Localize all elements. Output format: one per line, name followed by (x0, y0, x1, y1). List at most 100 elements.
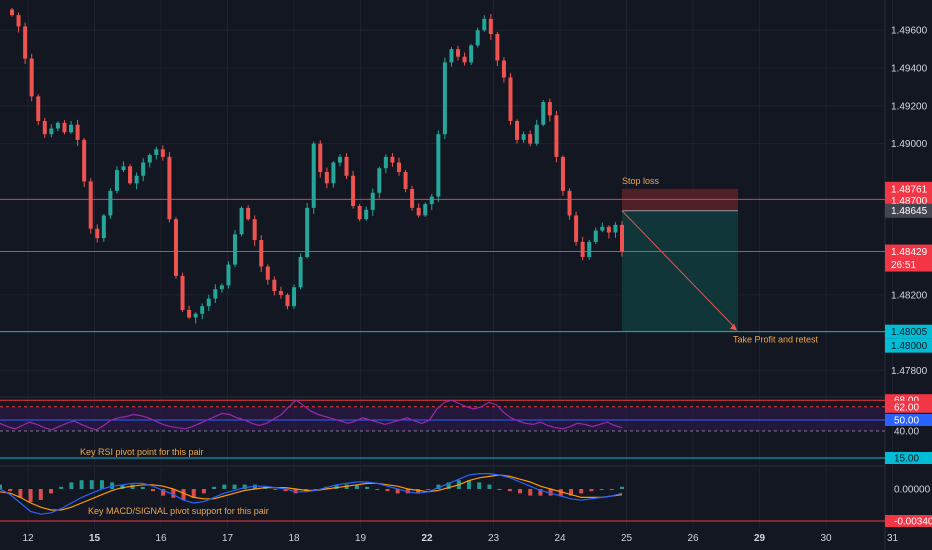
macd-histogram-bar (242, 484, 247, 489)
candle (128, 164, 133, 185)
rsi-level-text: 62.00 (894, 402, 919, 413)
price-tag: 1.48645 (885, 203, 932, 218)
macd-histogram-bar (548, 489, 553, 496)
rsi-annotation: Key RSI pivot point for this pair (80, 447, 204, 457)
candle (69, 120, 74, 134)
price-axis[interactable]: 1.49600 1.49400 1.49200 1.49000 1.48200 1.478… (891, 26, 928, 377)
candle-body (246, 207, 251, 220)
candle (567, 188, 572, 220)
projection-arrow-line (621, 210, 737, 330)
macd-histogram-bar (181, 489, 186, 500)
macd-histogram-bar (579, 489, 584, 494)
candle (233, 230, 238, 268)
candle-body (252, 219, 257, 241)
candle (272, 276, 277, 296)
candle-body (423, 204, 428, 216)
candle-body (141, 162, 146, 176)
time-tick-label: 22 (421, 533, 433, 544)
candle (180, 272, 185, 313)
candle (423, 202, 428, 217)
macd-histogram-bar (222, 484, 227, 489)
candle-body (121, 166, 126, 171)
time-tick-label: 19 (355, 533, 367, 544)
macd-histogram-bar (191, 489, 196, 498)
candle (239, 206, 244, 237)
candle-body (95, 228, 100, 239)
time-tick-label: 15 (89, 533, 101, 544)
rsi-level-text: 50.00 (894, 416, 919, 427)
horizontal-lines[interactable] (0, 198, 885, 333)
candle (462, 52, 467, 66)
candle (88, 178, 93, 234)
macd-histogram-bar (59, 486, 64, 489)
candle-body (429, 196, 434, 205)
macd-histogram-bar (212, 486, 217, 489)
candle-body (488, 18, 493, 35)
candle-body (180, 275, 185, 310)
candle (16, 12, 21, 33)
candle (475, 27, 480, 48)
candle-body (55, 122, 60, 129)
price-tag-text: 1.48000 (891, 341, 928, 352)
candle-body (69, 124, 74, 133)
candle (305, 202, 310, 259)
candle (36, 94, 41, 126)
macd-histogram-bar (385, 489, 390, 492)
rsi-level-tag (885, 400, 932, 413)
candle-body (318, 143, 323, 172)
candle (318, 140, 323, 178)
candle-body (265, 266, 270, 280)
time-tick-label: 24 (554, 533, 566, 544)
candle (515, 119, 520, 144)
price-tick-label: 1.47800 (891, 366, 928, 377)
time-tick-label: 17 (222, 533, 234, 544)
candle-body (501, 60, 506, 78)
macd-histogram-bar (18, 489, 23, 498)
candle (351, 170, 356, 209)
candle (23, 22, 28, 65)
time-tick-label: 31 (887, 533, 899, 544)
price-tag-bg (885, 257, 932, 272)
rsi-level-text: 40.00 (894, 427, 919, 438)
candle-body (311, 143, 316, 208)
candle-body (29, 58, 34, 97)
macd-histogram-bar (99, 480, 104, 489)
macd-histogram-bar (354, 484, 359, 489)
candle-body (305, 207, 310, 258)
candle (390, 153, 395, 167)
position-zones[interactable] (621, 188, 738, 332)
macd-histogram-bar (620, 486, 624, 489)
candle (259, 235, 264, 272)
candle (278, 286, 283, 299)
candle-body (298, 257, 303, 288)
candle-body (331, 162, 336, 184)
candle (593, 227, 598, 244)
macd-histogram-bar (507, 489, 512, 492)
candle (173, 217, 178, 279)
candle (620, 221, 624, 257)
candle-body (508, 77, 513, 121)
candle (442, 57, 447, 140)
price-tag-text: 1.48005 (891, 327, 928, 338)
candle-body (377, 168, 382, 193)
price-tag-bg (885, 338, 932, 353)
candle-body (357, 206, 362, 220)
price-tag: 26:51 (885, 257, 932, 272)
candle (246, 205, 251, 221)
macd-pane: 0.00000 -0.00340 (0, 473, 932, 528)
candle (141, 158, 146, 182)
candle-body (534, 124, 539, 144)
candle (285, 293, 290, 310)
macd-line (0, 473, 623, 515)
candle (219, 283, 224, 293)
candle-body (114, 170, 119, 191)
candle-body (613, 224, 618, 233)
rsi-level-tag (885, 452, 932, 464)
candle-body (23, 26, 28, 59)
candlestick-series (10, 7, 624, 324)
time-axis[interactable]: 12 15 16 17 18 19 22 23 24 25 26 29 30 31 (22, 533, 898, 544)
candle-body (587, 241, 592, 258)
candle-body (272, 279, 277, 292)
